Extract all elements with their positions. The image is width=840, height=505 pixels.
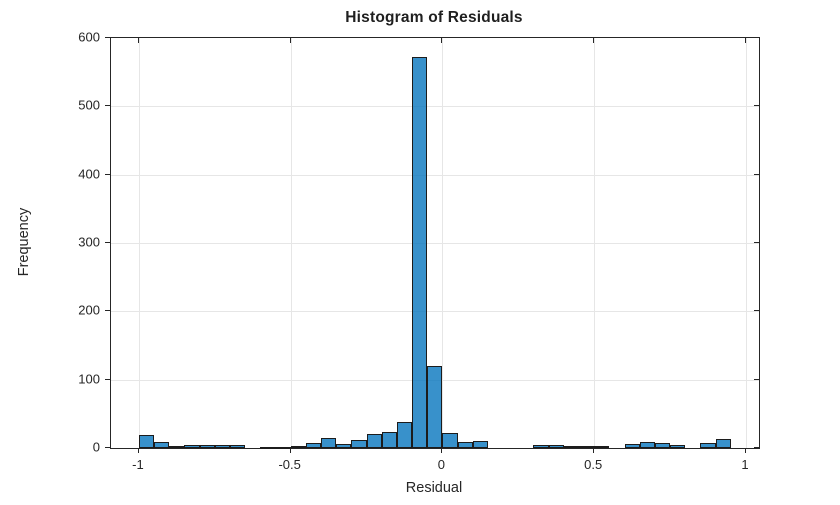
histogram-bar	[169, 445, 185, 448]
histogram-bar	[184, 444, 200, 448]
histogram-bar	[533, 444, 549, 448]
y-gridline	[111, 311, 759, 313]
y-tick-right	[754, 37, 759, 38]
histogram-bar	[427, 366, 443, 448]
x-tick-label: 0.5	[584, 457, 603, 472]
y-tick-label: 100	[78, 371, 100, 387]
x-tick-label: -1	[132, 457, 144, 472]
y-gridline	[111, 106, 759, 108]
histogram-bar	[366, 434, 382, 448]
y-tick-right	[754, 447, 759, 448]
x-tick	[289, 448, 291, 453]
histogram-bar	[275, 446, 291, 449]
y-tick	[105, 378, 110, 380]
y-gridline	[111, 243, 759, 244]
histogram-bar	[412, 57, 428, 448]
histogram-bar	[548, 445, 564, 448]
histogram-bar	[381, 432, 397, 448]
histogram-bar	[442, 432, 458, 448]
y-tick-right	[754, 242, 759, 243]
y-gridline	[111, 174, 759, 176]
histogram-bar	[260, 446, 276, 449]
histogram-bar	[138, 435, 155, 448]
histogram-bar	[290, 445, 306, 448]
x-tick-top	[441, 38, 443, 43]
x-tick-label: -0.5	[278, 457, 301, 472]
chart-title: Histogram of Residuals	[345, 9, 523, 26]
histogram-bar	[624, 443, 640, 448]
x-tick-label: 0	[437, 457, 446, 472]
histogram-bar	[457, 441, 473, 448]
y-tick-right	[754, 105, 759, 107]
x-axis-label: Residual	[405, 480, 463, 496]
histogram-bar	[351, 440, 367, 448]
y-tick-label: 400	[78, 166, 100, 182]
y-axis-label: Frequency	[16, 207, 32, 277]
y-tick	[105, 105, 110, 107]
y-tick-right	[754, 173, 759, 175]
histogram-bar	[715, 439, 731, 448]
histogram-bar	[214, 445, 230, 448]
y-tick-label: 500	[78, 97, 100, 113]
histogram-bar	[305, 443, 322, 448]
y-tick-right	[754, 378, 759, 380]
y-tick	[105, 447, 110, 448]
histogram-bar	[700, 443, 716, 448]
y-tick-label: 300	[78, 234, 100, 250]
x-tick	[137, 448, 139, 453]
x-tick	[441, 448, 443, 453]
histogram-bar	[579, 445, 595, 448]
y-tick-label: 600	[78, 29, 100, 45]
histogram-bar	[563, 445, 579, 448]
x-tick	[593, 448, 595, 453]
x-tick-label: 1	[741, 457, 749, 472]
x-tick-top	[137, 38, 139, 43]
histogram-bar	[396, 422, 413, 448]
x-tick-top	[744, 38, 746, 43]
histogram-bar	[321, 438, 337, 448]
histogram-bar	[199, 444, 215, 448]
y-tick-label: 200	[78, 302, 100, 318]
y-tick-label: 0	[92, 439, 100, 455]
x-tick	[744, 448, 746, 453]
histogram-bar	[229, 444, 246, 448]
histogram-bar	[336, 443, 352, 448]
histogram-bar	[594, 445, 610, 448]
histogram-bar	[154, 441, 170, 448]
y-tick-right	[754, 310, 759, 312]
y-tick	[105, 173, 110, 175]
x-tick-top	[593, 38, 595, 43]
histogram-bar	[639, 441, 655, 448]
histogram-bar	[472, 441, 488, 448]
histogram-bar	[670, 445, 686, 448]
y-tick	[105, 37, 110, 38]
y-tick	[105, 242, 110, 243]
x-tick-top	[289, 38, 291, 43]
y-tick	[105, 310, 110, 312]
histogram-bar	[654, 443, 671, 448]
plot-area	[110, 37, 760, 449]
